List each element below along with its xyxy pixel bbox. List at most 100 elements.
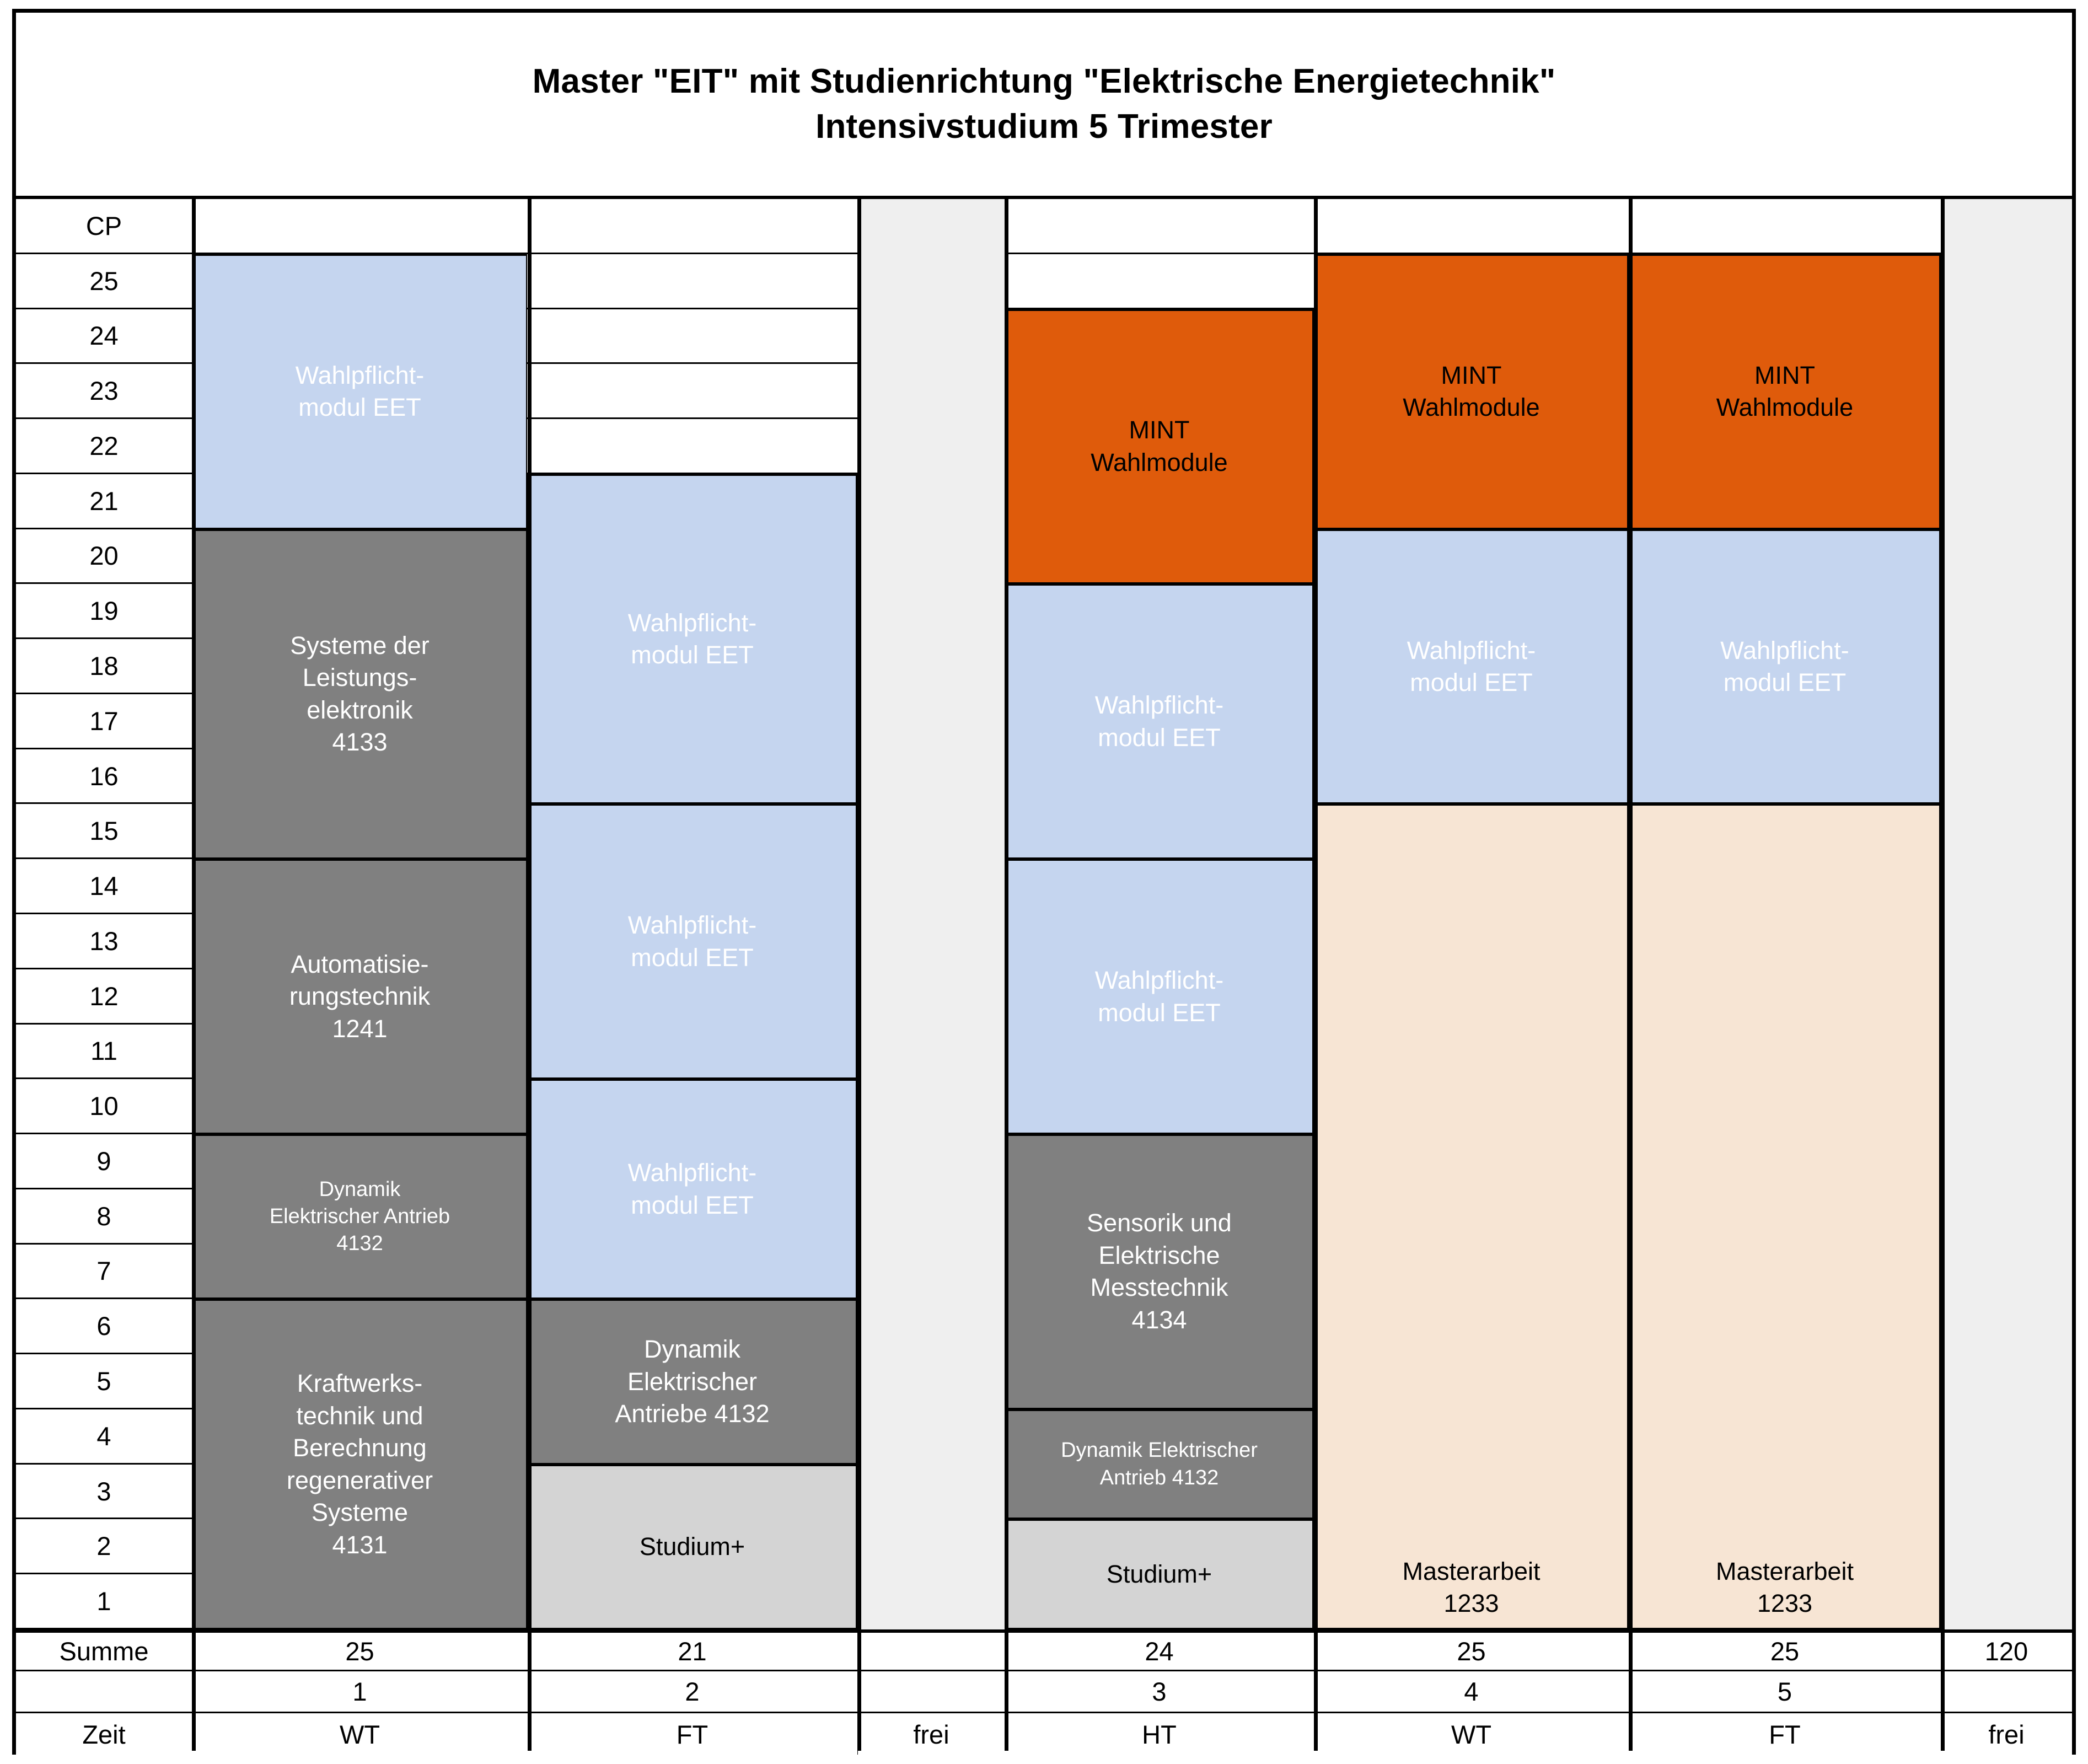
footer-cell-summe: 24 bbox=[1005, 1629, 1314, 1671]
module-label-line: Masterarbeit bbox=[1402, 1557, 1540, 1585]
module-block-white[interactable] bbox=[527, 309, 857, 364]
module-block-blue[interactable]: Wahlpflicht-modul EET bbox=[1314, 529, 1629, 805]
column-separator bbox=[1314, 199, 1318, 1751]
column-trimester-1: Wahlpflicht-modul EET Systeme der Leistung… bbox=[192, 199, 528, 1751]
module-block-gray[interactable]: Kraftwerks-technik und Berechnung regenera… bbox=[192, 1299, 528, 1629]
footer-cell-zeit: FT bbox=[1629, 1713, 1941, 1755]
column-free-2 bbox=[1941, 199, 2072, 1751]
module-block-white[interactable] bbox=[1005, 254, 1314, 309]
module-block-gray[interactable]: Dynamik Elektrischer Antrieb 4132 bbox=[1005, 1409, 1314, 1520]
footer-cell-zeit: FT bbox=[527, 1713, 857, 1755]
module-label-line: Leistungs- bbox=[302, 663, 417, 692]
module-label-line: Wahlpflicht- bbox=[295, 361, 425, 389]
module-block-orange[interactable]: MINT Wahlmodule bbox=[1314, 254, 1629, 529]
module-block-blue[interactable]: Wahlpflicht-modul EET bbox=[527, 1079, 857, 1300]
module-block-white[interactable] bbox=[527, 364, 857, 420]
module-label-line: modul EET bbox=[631, 641, 754, 669]
cp-axis-tick: 10 bbox=[16, 1079, 192, 1135]
module-block-white[interactable] bbox=[1005, 199, 1314, 254]
column-trimester-5: MINT Wahlmodule Wahlpflicht-modul EET Maste… bbox=[1629, 199, 1941, 1751]
module-block-gray[interactable]: Dynamik Elektrischer Antriebe 4132 bbox=[527, 1299, 857, 1465]
cp-axis-tick: 19 bbox=[16, 584, 192, 640]
module-label-line: Sensorik und bbox=[1087, 1209, 1232, 1237]
column-separator bbox=[528, 199, 532, 1751]
footer-label-zeit: Zeit bbox=[16, 1713, 192, 1755]
module-block-gray[interactable]: Systeme der Leistungs-elektronik 4133 bbox=[192, 529, 528, 860]
footer-cell-zeit: frei bbox=[1941, 1713, 2072, 1755]
module-block-blue[interactable]: Wahlpflicht-modul EET bbox=[1005, 859, 1314, 1135]
module-label-line: MINT bbox=[1754, 361, 1815, 389]
module-label-line: elektronik bbox=[307, 695, 413, 724]
cp-axis-tick: 22 bbox=[16, 419, 192, 474]
module-block-blue[interactable]: Wahlpflicht-modul EET bbox=[527, 804, 857, 1080]
module-block-gray[interactable]: Sensorik und Elektrische Messtechnik 4134 bbox=[1005, 1134, 1314, 1409]
module-block-lgray[interactable]: Studium+ bbox=[527, 1464, 857, 1629]
module-label-line: Messtechnik bbox=[1090, 1273, 1228, 1302]
module-label-line: Wahlpflicht- bbox=[627, 911, 757, 940]
curriculum-sheet: Master "EIT" mit Studienrichtung "Elektr… bbox=[12, 9, 2076, 1755]
module-label-line: 1233 bbox=[1443, 1589, 1499, 1618]
module-label-line: Wahlmodule bbox=[1091, 448, 1228, 476]
module-block-orange[interactable]: MINT Wahlmodule bbox=[1629, 254, 1941, 529]
footer-cell-trimester-number: 2 bbox=[527, 1671, 857, 1713]
footer-cell-summe: 21 bbox=[527, 1629, 857, 1671]
cp-axis-tick: 9 bbox=[16, 1134, 192, 1189]
free-period-block bbox=[1941, 199, 2072, 1629]
module-block-white[interactable] bbox=[1314, 199, 1629, 254]
module-block-white[interactable] bbox=[527, 419, 857, 474]
footer-cell-trimester-number bbox=[1941, 1671, 2072, 1713]
module-label-line: Masterarbeit bbox=[1715, 1557, 1854, 1585]
module-label-line: regenerativer bbox=[286, 1466, 433, 1494]
module-label-line: MINT bbox=[1129, 416, 1190, 444]
column-separator bbox=[857, 199, 861, 1751]
footer-cell-zeit: WT bbox=[192, 1713, 528, 1755]
cp-axis-tick: 13 bbox=[16, 914, 192, 969]
module-block-cream[interactable]: Masterarbeit 1233 bbox=[1629, 804, 1941, 1629]
column-separator bbox=[1941, 199, 1945, 1751]
cp-axis-tick: 6 bbox=[16, 1299, 192, 1355]
footer-label-summe: Summe bbox=[16, 1629, 192, 1671]
title-line-2: Intensivstudium 5 Trimester bbox=[815, 108, 1273, 146]
module-label-line: rungstechnik bbox=[289, 982, 431, 1011]
module-block-orange[interactable]: MINT Wahlmodule bbox=[1005, 309, 1314, 585]
footer-cell-summe: 25 bbox=[1629, 1629, 1941, 1671]
footer-cell-summe: 120 bbox=[1941, 1629, 2072, 1671]
cp-axis-tick: 18 bbox=[16, 639, 192, 694]
module-block-white[interactable] bbox=[527, 199, 857, 254]
footer-cell-zeit: HT bbox=[1005, 1713, 1314, 1755]
module-block-gray[interactable]: Dynamik Elektrischer Antrieb 4132 bbox=[192, 1134, 528, 1300]
column-trimester-4: MINT Wahlmodule Wahlpflicht-modul EET Maste… bbox=[1314, 199, 1629, 1751]
module-label-line: modul EET bbox=[631, 943, 754, 972]
module-label-line: Dynamik bbox=[643, 1335, 741, 1364]
module-label-line: Dynamik Elektrischer bbox=[1061, 1439, 1258, 1462]
module-block-blue[interactable]: Wahlpflicht-modul EET bbox=[527, 474, 857, 805]
cp-axis-tick: 8 bbox=[16, 1189, 192, 1245]
module-label-line: Wahlpflicht- bbox=[1720, 636, 1849, 664]
module-label-line: Automatisie- bbox=[291, 950, 429, 978]
module-block-blue[interactable]: Wahlpflicht-modul EET bbox=[1629, 529, 1941, 805]
module-block-blue[interactable]: Wahlpflicht-modul EET bbox=[1005, 584, 1314, 860]
module-block-blue[interactable]: Wahlpflicht-modul EET bbox=[192, 254, 528, 529]
module-block-lgray[interactable]: Studium+ bbox=[1005, 1519, 1314, 1629]
cp-axis-tick: 7 bbox=[16, 1244, 192, 1300]
cp-axis-tick: 3 bbox=[16, 1464, 192, 1520]
footer-cell-summe bbox=[858, 1629, 1005, 1671]
module-label-line: Studium+ bbox=[1106, 1559, 1212, 1588]
module-label-line: Elektrischer bbox=[627, 1367, 758, 1396]
footer-label-trimester-number bbox=[16, 1671, 192, 1713]
module-label-line: Wahlpflicht- bbox=[1094, 966, 1224, 995]
module-block-white[interactable] bbox=[192, 199, 528, 254]
module-block-gray[interactable]: Automatisie-rungstechnik 1241 bbox=[192, 859, 528, 1135]
module-label-line: MINT bbox=[1441, 361, 1502, 389]
footer-cell-zeit: WT bbox=[1314, 1713, 1629, 1755]
footer-cell-trimester-number bbox=[858, 1671, 1005, 1713]
cp-axis-tick: 5 bbox=[16, 1354, 192, 1409]
module-label-line: Wahlpflicht- bbox=[1094, 691, 1224, 720]
module-label-line: Wahlmodule bbox=[1716, 393, 1854, 422]
module-block-white[interactable] bbox=[1629, 199, 1941, 254]
module-block-white[interactable] bbox=[527, 254, 857, 309]
footer-cell-trimester-number: 3 bbox=[1005, 1671, 1314, 1713]
module-block-cream[interactable]: Masterarbeit 1233 bbox=[1314, 804, 1629, 1629]
title-line-1: Master "EIT" mit Studienrichtung "Elektr… bbox=[532, 62, 1556, 101]
cp-axis-tick: 15 bbox=[16, 804, 192, 860]
